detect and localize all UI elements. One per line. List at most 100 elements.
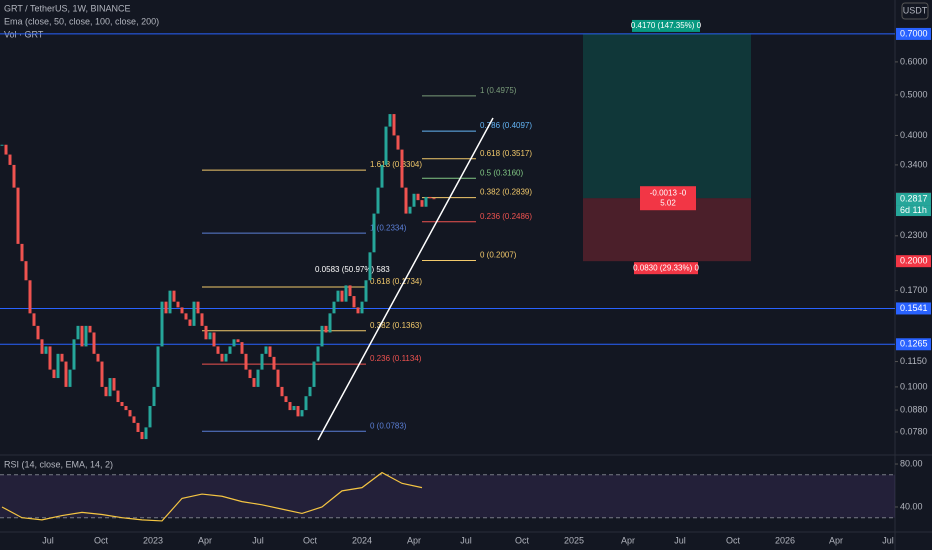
- x-tick-label: Jul: [460, 535, 472, 545]
- candle: [44, 346, 48, 354]
- candle: [160, 301, 164, 347]
- candle: [200, 313, 204, 326]
- x-tick-label: Apr: [198, 535, 212, 545]
- candle: [88, 325, 92, 333]
- y-tick-label: 0.5000: [900, 89, 928, 99]
- x-tick-label: Jul: [674, 535, 686, 545]
- currency[interactable]: USDT: [903, 5, 928, 15]
- candle: [84, 325, 88, 347]
- currency-button[interactable]: [901, 2, 929, 20]
- candle: [4, 144, 8, 155]
- trendline: [317, 117, 494, 441]
- y-tick-label: 0.0780: [900, 426, 928, 436]
- candle: [364, 280, 368, 302]
- measure-label: 0.0583 (50.97%) 583: [315, 265, 390, 274]
- candle: [192, 301, 196, 326]
- candle: [116, 390, 120, 403]
- candle: [64, 361, 68, 387]
- fib-label: 1.618 (0.3304): [370, 160, 422, 169]
- candle: [212, 332, 216, 347]
- x-tick-label: Oct: [515, 535, 530, 545]
- candle: [252, 378, 256, 387]
- candle: [76, 325, 80, 340]
- candle: [328, 313, 332, 333]
- candle: [300, 410, 304, 417]
- x-tick-label: 2026: [775, 535, 795, 545]
- candle: [368, 252, 372, 281]
- y-tick-label: 0.1150: [900, 356, 927, 366]
- candle: [412, 193, 416, 207]
- candle: [396, 135, 400, 150]
- stop-tag: [634, 262, 698, 275]
- candle: [228, 346, 232, 354]
- candle: [36, 325, 40, 340]
- candle: [92, 332, 96, 354]
- candle: [320, 325, 324, 347]
- rsi-tick-label: 40.00: [900, 501, 923, 511]
- candle: [372, 213, 376, 253]
- candle: [16, 187, 20, 244]
- candle: [280, 386, 284, 397]
- candle: [248, 369, 252, 379]
- candle: [180, 307, 184, 314]
- ema-label: Ema (close, 50, close, 100, close, 200): [4, 16, 159, 26]
- candle: [140, 431, 144, 440]
- candle: [432, 198, 436, 200]
- price-tag-label: 0.2817: [900, 193, 928, 203]
- candle: [352, 296, 356, 308]
- candle: [0, 144, 4, 146]
- countdown: 6d 11h: [900, 205, 927, 215]
- candle: [124, 406, 128, 411]
- candle: [348, 285, 352, 297]
- candle: [120, 402, 124, 407]
- fib-label: 0 (0.0783): [370, 421, 407, 430]
- candle: [376, 187, 380, 214]
- candle: [184, 313, 188, 320]
- candle: [68, 369, 72, 387]
- y-tick-label: 0.4000: [900, 130, 928, 140]
- price-tag-label: 0.1541: [900, 303, 928, 313]
- candle: [420, 200, 424, 207]
- candle: [292, 406, 296, 411]
- candle: [324, 325, 328, 333]
- fib-label: 0 (0.2007): [480, 251, 517, 260]
- x-tick-label: Jul: [252, 535, 264, 545]
- price-tag-label: 0.2000: [900, 256, 928, 266]
- y-tick-label: 0.3400: [900, 159, 928, 169]
- x-tick-label: Jul: [42, 535, 54, 545]
- x-tick-label: Oct: [94, 535, 109, 545]
- candle: [276, 369, 280, 387]
- fib-label: 0.236 (0.1134): [370, 354, 422, 363]
- candle: [264, 346, 268, 354]
- price-tag: [896, 193, 931, 206]
- stop-label: 0.0830 (29.33%) 0: [633, 263, 699, 272]
- candle: [56, 353, 60, 379]
- candle: [104, 386, 108, 397]
- price-tag-label: 0.1265: [900, 339, 928, 349]
- candle: [336, 290, 340, 302]
- mid-label-2: 5.02: [660, 198, 676, 207]
- candle: [240, 342, 244, 354]
- candle: [284, 396, 288, 403]
- candle: [40, 339, 44, 354]
- candle: [220, 353, 224, 362]
- candle: [216, 346, 220, 354]
- candle: [196, 301, 200, 314]
- candle: [152, 386, 156, 407]
- candle: [156, 346, 160, 387]
- candle: [24, 261, 28, 281]
- x-tick-label: Oct: [303, 535, 318, 545]
- candle: [60, 353, 64, 362]
- price-tag: [896, 302, 931, 315]
- symbol: GRT / TetherUS, 1W, BINANCE: [4, 3, 131, 13]
- candle: [388, 114, 392, 127]
- candle: [332, 301, 336, 314]
- candle: [380, 164, 384, 188]
- target-tag: [632, 19, 700, 32]
- y-tick-label: 0.1700: [900, 285, 928, 295]
- candle: [232, 339, 236, 347]
- candle: [168, 290, 172, 314]
- rsi-tick-label: 80.00: [900, 458, 923, 468]
- candle: [72, 339, 76, 370]
- mid-tag: [640, 186, 696, 211]
